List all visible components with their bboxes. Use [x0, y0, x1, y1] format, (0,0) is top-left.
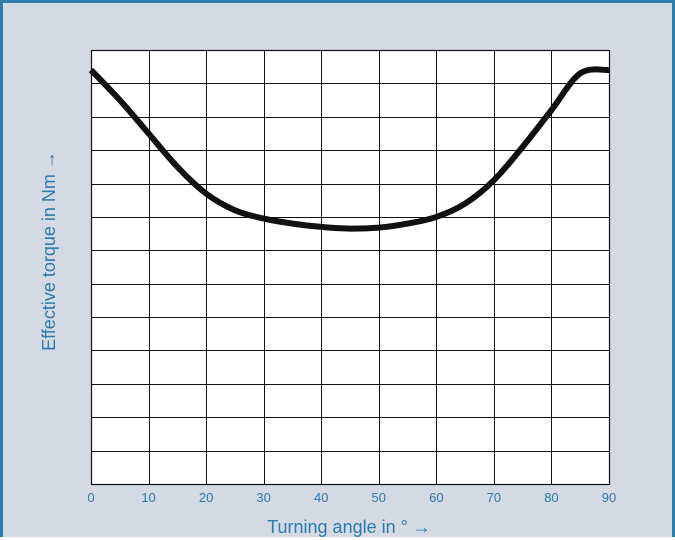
y-axis-title: Effective torque in Nm → — [39, 151, 59, 351]
x-tick-label: 60 — [429, 490, 443, 505]
x-tick-label: 0 — [87, 490, 94, 505]
x-tick-label: 80 — [544, 490, 558, 505]
chart-grid — [90, 49, 611, 486]
plot-border — [90, 49, 611, 486]
x-axis-title: Turning angle in ° → — [267, 517, 431, 537]
x-tick-label: 10 — [141, 490, 155, 505]
plot-background — [91, 50, 609, 484]
x-tick-label: 70 — [487, 490, 501, 505]
chart-svg: 0 10 20 30 40 50 60 70 80 90 Turning angle in ° →… — [39, 49, 616, 537]
x-tick-label: 90 — [602, 490, 616, 505]
x-tick-label: 40 — [314, 490, 328, 505]
chart-series-layer — [88, 66, 610, 232]
x-tick-label: 50 — [372, 490, 386, 505]
x-tick-label: 30 — [256, 490, 270, 505]
x-tick-label: 20 — [199, 490, 213, 505]
torque-curve-line — [88, 66, 610, 232]
x-tick-labels: 0 10 20 30 40 50 60 70 80 90 — [87, 490, 616, 505]
